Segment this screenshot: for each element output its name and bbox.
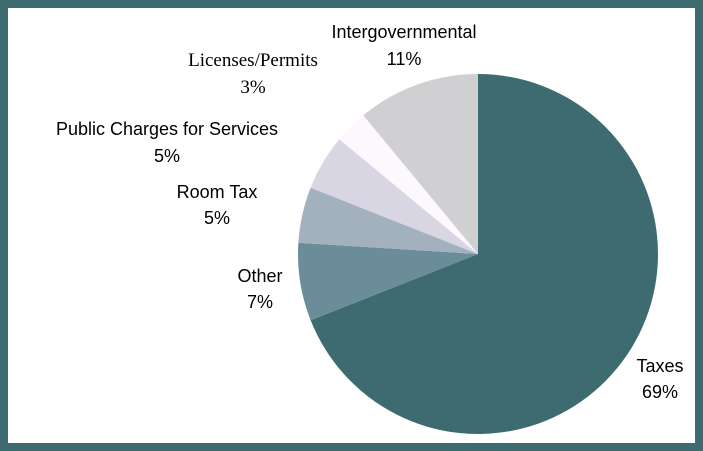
- slice-value-public-charges: 5%: [154, 146, 180, 166]
- pie-slice-room-tax: [298, 187, 478, 254]
- pie-slices: [298, 73, 659, 434]
- slice-label-taxes: Taxes: [636, 356, 683, 376]
- pie-slice-taxes: [310, 73, 659, 434]
- slice-label-room-tax: Room Tax: [177, 182, 258, 202]
- slice-value-room-tax: 5%: [204, 208, 230, 228]
- pie-slice-licenses-permits: [339, 115, 478, 254]
- pie-slice-other: [298, 242, 478, 321]
- pie-slice-intergovernmental: [363, 74, 478, 254]
- slice-label-public-charges: Public Charges for Services: [56, 119, 278, 139]
- slice-label-intergovernmental: Intergovernmental: [331, 22, 476, 42]
- slice-value-intergovernmental: 11%: [387, 49, 422, 69]
- slice-label-licenses-permits: Licenses/Permits: [188, 50, 318, 71]
- slice-value-other: 7%: [247, 292, 273, 312]
- slice-value-licenses-permits: 3%: [240, 77, 266, 98]
- slice-label-other: Other: [237, 266, 282, 286]
- pie-slice-public-charges-for-services: [310, 139, 478, 254]
- slice-value-taxes: 69%: [642, 382, 678, 402]
